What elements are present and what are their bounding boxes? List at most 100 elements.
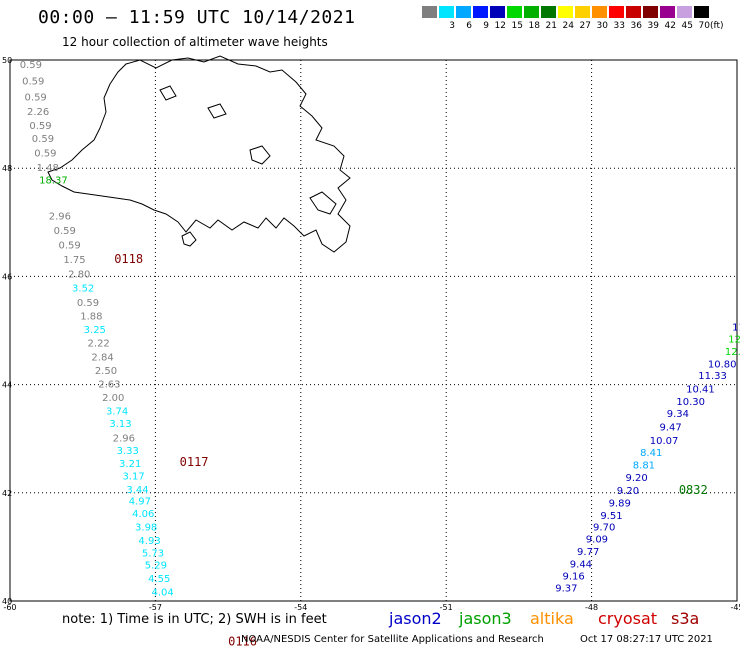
- swh-reading: 9.09: [586, 535, 608, 546]
- pass-time-label: 0116: [228, 634, 257, 648]
- color-scale-swatch: [523, 5, 540, 19]
- swh-reading: 9.44: [570, 559, 592, 570]
- swh-reading: 4.97: [129, 497, 151, 508]
- page-title: 00:00 – 11:59 UTC 10/14/2021: [38, 7, 356, 28]
- color-scale-label: 24: [562, 21, 574, 31]
- swh-reading: 4.06: [132, 509, 154, 520]
- swh-reading: 9.70: [593, 523, 615, 534]
- swh-reading: 10.30: [676, 397, 705, 408]
- island-coastline: [249, 145, 271, 165]
- longitude-tick-label: -60: [3, 603, 16, 612]
- pass-time-label: 0118: [114, 252, 143, 266]
- longitude-tick-label: -45: [730, 603, 740, 612]
- latitude-tick-label: 44: [2, 381, 12, 390]
- color-scale-swatch: [642, 5, 659, 19]
- color-scale-label: 12: [494, 21, 506, 31]
- swh-reading: 4.93: [138, 536, 160, 547]
- swh-reading: 2.00: [102, 393, 124, 404]
- swh-reading: 3.25: [84, 325, 106, 336]
- swh-reading: 0.59: [25, 93, 47, 104]
- color-scale-label: 30: [596, 21, 608, 31]
- legend-altika: altika: [530, 609, 574, 628]
- swh-reading: 3.74: [106, 406, 128, 417]
- swh-reading: 2.96: [49, 212, 71, 223]
- longitude-tick-label: -48: [585, 603, 598, 612]
- generated-timestamp: Oct 17 08:27:17 UTC 2021: [580, 634, 713, 645]
- latitude-tick-label: 46: [2, 272, 12, 281]
- color-scale-swatch: [693, 5, 710, 19]
- color-scale-label: 6: [466, 21, 472, 31]
- swh-reading: 2.96: [113, 433, 135, 444]
- color-scale-swatch: [438, 5, 455, 19]
- swh-reading: 10.41: [686, 385, 715, 396]
- longitude-tick-label: -51: [440, 603, 453, 612]
- swh-reading: 3.33: [117, 446, 139, 457]
- swh-reading: 3.17: [122, 471, 144, 482]
- page-subtitle: 12 hour collection of altimeter wave hei…: [62, 35, 328, 49]
- swh-reading: 18.37: [39, 175, 68, 186]
- swh-reading: 0.59: [20, 60, 42, 71]
- color-scale-label: 15: [511, 21, 523, 31]
- swh-reading: 3.98: [135, 523, 157, 534]
- color-scale-label: 3: [449, 21, 455, 31]
- swh-reading: 3.21: [119, 459, 141, 470]
- swh-reading: 10.80: [708, 359, 737, 370]
- swh-reading: 0.59: [77, 298, 99, 309]
- swh-reading: 0.59: [34, 148, 56, 159]
- latitude-tick-label: 40: [2, 597, 12, 606]
- color-scale-swatch: [489, 5, 506, 19]
- color-scale-swatch: [591, 5, 608, 19]
- color-scale-swatch: [540, 5, 557, 19]
- color-scale-swatch: [472, 5, 489, 19]
- swh-reading: 2.84: [91, 352, 113, 363]
- island-coastline: [181, 231, 197, 247]
- color-scale-swatch: [574, 5, 591, 19]
- color-scale-swatch: [608, 5, 625, 19]
- coastline: [47, 55, 351, 253]
- swh-reading: 12.34: [725, 347, 740, 358]
- graticule: -60 -57 -54 -51 -48 -45 50 48 46 44 42 40: [2, 56, 740, 612]
- color-scale-swatch: [676, 5, 693, 19]
- island-coastline: [159, 85, 177, 101]
- swh-reading: 9.51: [600, 511, 622, 522]
- color-scale-label: 45: [681, 21, 693, 31]
- swh-reading: 0.59: [54, 226, 76, 237]
- island-coastline: [207, 103, 227, 119]
- color-scale-swatch: [455, 5, 472, 19]
- latitude-tick-label: 50: [2, 56, 12, 65]
- color-scale-swatch: [625, 5, 642, 19]
- swh-reading: 11: [732, 323, 740, 334]
- color-scale-swatch: [506, 5, 523, 19]
- swh-reading: 9.16: [563, 571, 585, 582]
- swh-reading: 3.44: [126, 485, 148, 496]
- legend-jason2: jason2: [389, 609, 442, 628]
- legend-cryosat: cryosat: [598, 609, 658, 628]
- color-scale-label: 18: [528, 21, 540, 31]
- swh-reading: 2.26: [27, 107, 49, 118]
- swh-reading: 9.20: [626, 473, 648, 484]
- color-scale-label: 42: [664, 21, 676, 31]
- longitude-tick-label: -57: [149, 603, 162, 612]
- swh-reading: 9.47: [659, 423, 681, 434]
- pass-time-labels: 01180117011608320831: [114, 252, 708, 648]
- color-scale-label: [421, 21, 438, 31]
- swh-reading: 12: [728, 334, 740, 345]
- swh-reading: 0.59: [32, 134, 54, 145]
- legend-jason3: jason3: [459, 609, 512, 628]
- swh-reading: 0.59: [29, 121, 51, 132]
- color-scale-label: 39: [647, 21, 659, 31]
- map-frame: [9, 59, 738, 602]
- swh-reading: 8.41: [640, 448, 662, 459]
- color-scale-label: 33: [613, 21, 625, 31]
- swh-reading: 2.22: [88, 339, 110, 350]
- color-scale-label: 21: [545, 21, 557, 31]
- swh-reading: 4.55: [148, 574, 170, 585]
- color-scale-swatch: [421, 5, 438, 19]
- swh-reading: 8.81: [633, 460, 655, 471]
- swh-reading: 2.80: [68, 269, 90, 280]
- swh-reading: 2.50: [95, 366, 117, 377]
- swh-reading: 0.59: [58, 240, 80, 251]
- longitude-tick-label: -54: [294, 603, 307, 612]
